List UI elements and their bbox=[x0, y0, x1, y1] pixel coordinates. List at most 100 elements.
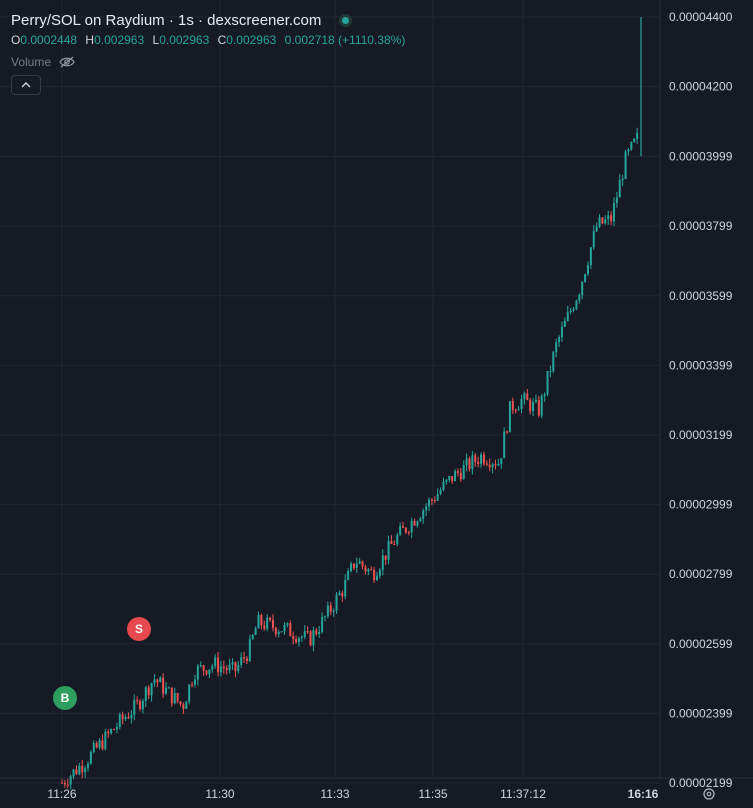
open-key: O bbox=[11, 33, 21, 47]
y-tick-label: 0.00002599 bbox=[669, 637, 733, 651]
candle-body bbox=[517, 409, 520, 411]
eye-off-icon[interactable] bbox=[59, 56, 75, 68]
candle-body bbox=[448, 476, 451, 480]
candle-body bbox=[95, 743, 98, 748]
candle-body bbox=[329, 605, 332, 612]
candle-body bbox=[124, 717, 127, 720]
candle-body bbox=[540, 395, 543, 416]
candle-body bbox=[130, 714, 133, 719]
candle-body bbox=[205, 670, 208, 675]
candle-body bbox=[312, 630, 315, 646]
candle-body bbox=[110, 729, 113, 734]
candle-body bbox=[274, 627, 277, 635]
candle-body bbox=[271, 619, 274, 628]
candle-body bbox=[211, 666, 214, 670]
x-tick-label: 11:30 bbox=[205, 787, 234, 801]
candle-body bbox=[560, 326, 563, 338]
candle-body bbox=[176, 693, 179, 702]
candle-body bbox=[188, 684, 191, 702]
candle-body bbox=[595, 226, 598, 232]
candle-body bbox=[289, 623, 292, 637]
candle-body bbox=[292, 636, 295, 640]
candle-body bbox=[578, 294, 581, 301]
candle-body bbox=[355, 563, 358, 568]
candle-body bbox=[367, 569, 370, 572]
y-tick-label: 0.00002999 bbox=[669, 498, 733, 512]
candle-body bbox=[61, 782, 63, 784]
candle-body bbox=[546, 371, 549, 395]
candle-body bbox=[185, 701, 188, 709]
candle-body bbox=[115, 726, 118, 730]
collapse-legend-button[interactable] bbox=[11, 75, 41, 95]
open-value: 0.0002448 bbox=[20, 33, 78, 47]
candle-body bbox=[436, 493, 439, 501]
candle-body bbox=[572, 309, 575, 311]
candle-body bbox=[384, 555, 387, 560]
candle-body bbox=[251, 634, 254, 639]
candle-body bbox=[78, 765, 81, 775]
candle-body bbox=[245, 658, 248, 662]
candle-body bbox=[228, 664, 231, 671]
candle-body bbox=[555, 342, 558, 353]
candle-body bbox=[630, 142, 633, 150]
candle-body bbox=[87, 763, 90, 769]
candle-body bbox=[410, 520, 413, 533]
candle-body bbox=[300, 636, 303, 638]
candle-body bbox=[248, 638, 251, 662]
candle-body bbox=[416, 521, 419, 526]
candle-body bbox=[500, 458, 503, 464]
candle-body bbox=[497, 463, 500, 466]
candle-body bbox=[63, 782, 66, 785]
candle-body bbox=[237, 664, 240, 672]
candle-body bbox=[485, 463, 488, 465]
candle-body bbox=[586, 265, 589, 275]
candle-body bbox=[575, 300, 578, 310]
candle-body bbox=[511, 401, 514, 411]
candle-body bbox=[98, 740, 101, 748]
candle-body bbox=[621, 178, 624, 181]
candle-body bbox=[526, 393, 529, 401]
candle-body bbox=[165, 687, 168, 694]
buy-marker[interactable]: B bbox=[53, 686, 77, 710]
candle-body bbox=[543, 394, 546, 396]
candle-body bbox=[534, 400, 537, 402]
marker-label: B bbox=[61, 691, 70, 705]
candle-body bbox=[537, 400, 540, 416]
candle-body bbox=[468, 458, 471, 470]
y-tick-label: 0.00002199 bbox=[669, 776, 733, 790]
y-tick-label: 0.00003599 bbox=[669, 289, 733, 303]
gear-icon[interactable] bbox=[703, 788, 715, 800]
candle-body bbox=[283, 624, 286, 632]
candle-body bbox=[402, 526, 405, 528]
y-tick-label: 0.00003999 bbox=[669, 150, 733, 164]
candle-body bbox=[66, 784, 69, 786]
candle-body bbox=[332, 610, 335, 612]
candle-body bbox=[159, 677, 162, 683]
candle-body bbox=[92, 743, 95, 753]
candle-body bbox=[451, 476, 454, 482]
candle-body bbox=[277, 632, 280, 635]
candle-body bbox=[297, 637, 300, 643]
candle-body bbox=[162, 677, 165, 694]
candle-body bbox=[254, 628, 257, 635]
candle-body bbox=[592, 231, 595, 248]
sell-marker[interactable]: S bbox=[127, 617, 151, 641]
candle-body bbox=[202, 665, 205, 671]
y-tick-label: 0.00003199 bbox=[669, 428, 733, 442]
candle-body bbox=[552, 352, 555, 372]
candle-body bbox=[581, 281, 584, 295]
chevron-up-icon bbox=[21, 82, 31, 88]
close-key: C bbox=[217, 33, 227, 47]
candle-body bbox=[376, 575, 379, 581]
candle-body bbox=[167, 687, 170, 689]
candle-body bbox=[604, 219, 607, 224]
candle-body bbox=[219, 666, 222, 673]
candle-body bbox=[558, 337, 561, 343]
candle-body bbox=[81, 765, 84, 773]
candle-body bbox=[182, 704, 185, 709]
candle-body bbox=[173, 693, 176, 704]
candle-body bbox=[139, 701, 142, 710]
marker-label: S bbox=[135, 622, 143, 636]
